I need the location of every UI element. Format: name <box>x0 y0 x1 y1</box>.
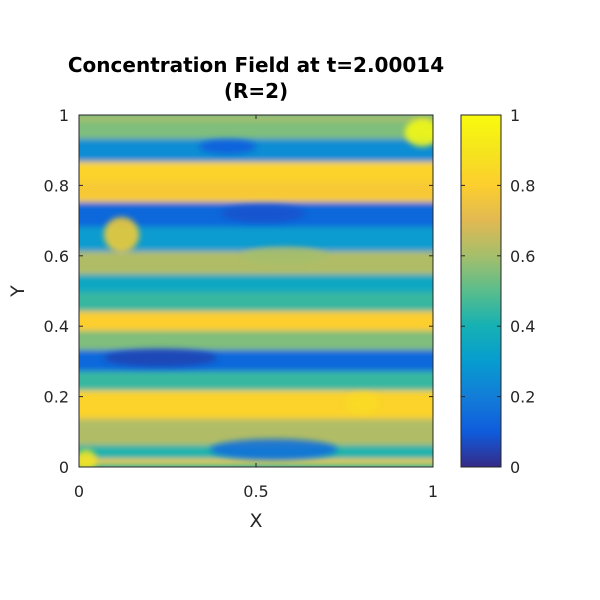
y-tick-label: 0 <box>59 458 69 477</box>
x-tick-label: 1 <box>428 482 438 501</box>
field-band <box>79 136 433 162</box>
field-band <box>79 179 433 203</box>
colorbar-tick-label: 0.4 <box>510 317 535 336</box>
colorbar <box>460 114 502 468</box>
y-tick-label: 0.4 <box>44 317 69 336</box>
field-feature <box>103 349 218 367</box>
field-feature <box>404 118 433 147</box>
field-band <box>79 328 433 351</box>
x-tick-label: 0.5 <box>243 482 268 501</box>
colorbar-tick-label: 0.6 <box>510 247 535 266</box>
y-tick-label: 0.6 <box>44 247 69 266</box>
field-band <box>79 119 433 139</box>
colorbar-tick-label: 0.8 <box>510 176 535 195</box>
x-axis-label: X <box>249 510 262 532</box>
field-feature <box>220 204 306 223</box>
y-tick-label: 0.2 <box>44 388 69 407</box>
field-feature <box>241 247 327 265</box>
field-band <box>79 309 433 331</box>
chart-subtitle: (R=2) <box>224 79 288 103</box>
colorbar-tick-label: 0.2 <box>510 388 535 407</box>
heatmap-bands <box>79 115 433 465</box>
field-feature <box>103 217 140 253</box>
field-feature <box>344 393 380 415</box>
colorbar-axis: 0 0.2 0.4 0.6 0.8 1 <box>461 106 535 477</box>
field-band <box>79 290 433 312</box>
x-tick-label: 0 <box>74 482 84 501</box>
field-feature <box>199 139 256 154</box>
y-tick-label: 1 <box>59 106 69 125</box>
y-tick-label: 0.8 <box>44 176 69 195</box>
field-band <box>79 388 433 419</box>
heatmap-field <box>79 115 433 467</box>
field-band <box>79 159 433 182</box>
heatmap-features <box>79 118 433 467</box>
chart-title: Concentration Field at t=2.00014 <box>68 53 444 77</box>
colorbar-tick-label: 0 <box>510 458 520 477</box>
colorbar-tick-label: 1 <box>510 106 520 125</box>
field-band <box>79 457 433 465</box>
field-band <box>79 272 433 292</box>
field-feature <box>209 438 338 460</box>
x-axis: 0 0.5 1 <box>74 115 438 501</box>
y-axis-label: Y <box>7 285 29 298</box>
field-band <box>79 369 433 391</box>
field-feature <box>79 449 97 467</box>
y-axis: 0 0.2 0.4 0.6 0.8 1 <box>44 106 433 477</box>
